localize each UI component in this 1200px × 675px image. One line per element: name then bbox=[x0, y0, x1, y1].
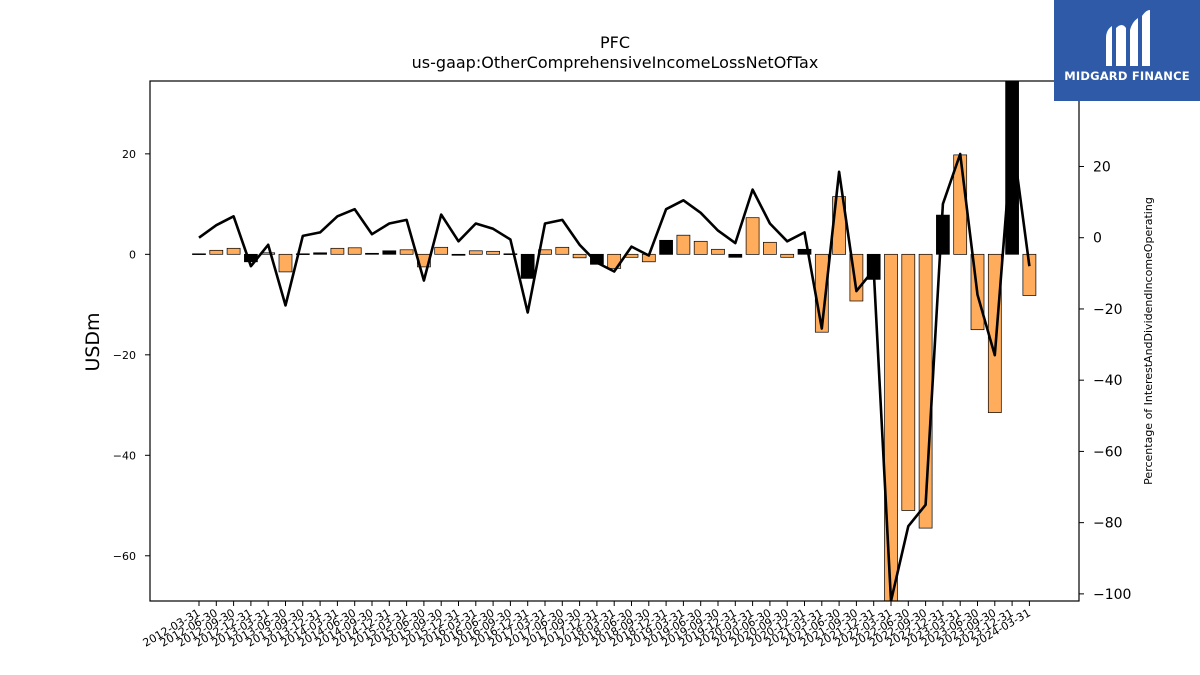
bar-2014-03-31 bbox=[330, 247, 345, 255]
bar-2014-09-30 bbox=[365, 252, 379, 255]
left-axis-ticks: 20 0 −20 −40 −60 bbox=[113, 148, 150, 563]
bar-2020-03-31 bbox=[745, 217, 760, 255]
y2-tick-label: −40 bbox=[1093, 373, 1123, 389]
bar-2017-09-30 bbox=[572, 253, 587, 259]
bar-2015-03-31 bbox=[399, 249, 414, 255]
y2-tick-label: 0 bbox=[1093, 231, 1102, 247]
chart-subtitle: us-gaap:OtherComprehensiveIncomeLossNetO… bbox=[412, 53, 819, 72]
bar-2018-12-31 bbox=[659, 239, 673, 255]
bar-2013-06-30 bbox=[278, 253, 293, 273]
bar-2019-09-30 bbox=[711, 248, 725, 255]
line-series bbox=[198, 134, 1031, 601]
bar-2013-03-31 bbox=[261, 252, 276, 255]
bar-2016-06-30 bbox=[486, 250, 500, 255]
bar-2017-06-30 bbox=[555, 246, 570, 255]
y-tick-label: 20 bbox=[122, 148, 136, 161]
bar-2023-09-30 bbox=[987, 253, 1002, 413]
bar-2016-03-31 bbox=[468, 250, 483, 255]
y-tick-label: 0 bbox=[129, 248, 136, 261]
bar-2020-09-30 bbox=[780, 253, 795, 258]
bar-2017-12-31 bbox=[590, 253, 604, 265]
bar-2016-12-31 bbox=[520, 253, 535, 279]
y-axis-label: USDm bbox=[82, 312, 104, 371]
bar-2019-12-31 bbox=[728, 253, 743, 258]
axes-frame bbox=[149, 80, 1080, 602]
bar-2012-09-30 bbox=[226, 247, 241, 255]
bar-2022-03-31 bbox=[884, 253, 898, 602]
bar-2016-09-30 bbox=[503, 253, 518, 255]
plot-frame bbox=[149, 80, 1080, 602]
y2-tick-label: −80 bbox=[1093, 516, 1123, 532]
midgard-finance-logo: MIDGARD FINANCE bbox=[1054, 0, 1200, 101]
logo-mark-icon bbox=[1106, 10, 1150, 66]
bar-2012-06-30 bbox=[209, 249, 224, 255]
bar-2012-03-31 bbox=[192, 253, 206, 255]
y-tick-label: −20 bbox=[113, 349, 136, 362]
right-axis-ticks: 40200−20−40−60−80−100 bbox=[1079, 88, 1131, 603]
bar-2015-09-30 bbox=[434, 246, 449, 255]
y2-tick-label: −20 bbox=[1093, 302, 1123, 318]
logo-text: MIDGARD FINANCE bbox=[1064, 69, 1190, 83]
bar-2013-12-31 bbox=[313, 252, 327, 255]
y-tick-label: −60 bbox=[113, 550, 136, 563]
line-series-path bbox=[198, 134, 1031, 601]
bar-2020-12-31 bbox=[797, 248, 812, 255]
chart-title: PFC bbox=[600, 33, 630, 52]
y2-tick-label: −100 bbox=[1093, 587, 1131, 603]
bar-2014-06-30 bbox=[347, 247, 362, 255]
x-axis-ticks: 2012-03-312012-06-302012-09-302012-12-31… bbox=[141, 601, 1033, 650]
bar-2014-12-31 bbox=[382, 250, 397, 255]
y2-axis-label: Percentage of InterestAndDividendIncomeO… bbox=[1142, 197, 1155, 485]
bar-2019-06-30 bbox=[693, 240, 708, 255]
bar-2019-03-31 bbox=[676, 234, 691, 255]
bar-2020-06-30 bbox=[763, 241, 777, 255]
bar-2013-09-30 bbox=[295, 253, 310, 255]
bar-series bbox=[192, 80, 1037, 602]
y2-tick-label: −60 bbox=[1093, 444, 1123, 460]
bar-2024-03-31 bbox=[1022, 253, 1037, 296]
y-tick-label: −40 bbox=[113, 449, 136, 462]
y2-tick-label: 20 bbox=[1093, 159, 1111, 175]
bar-2015-12-31 bbox=[451, 253, 466, 256]
bar-2022-06-30 bbox=[901, 253, 916, 511]
